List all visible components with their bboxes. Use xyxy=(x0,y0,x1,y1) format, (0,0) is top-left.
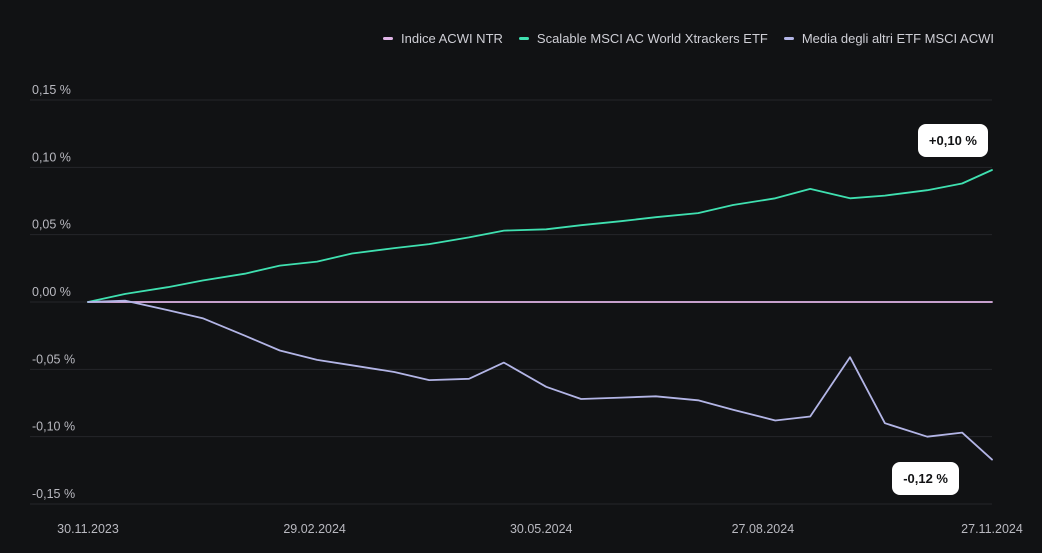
series-line-2 xyxy=(87,299,993,461)
y-tick-label-6: -0,15 % xyxy=(32,487,75,501)
x-tick-label-4: 27.11.2024 xyxy=(961,522,1023,536)
y-tick-label-5: -0,10 % xyxy=(32,420,75,434)
callout-scalable-etf-value: +0,10 % xyxy=(917,124,988,157)
y-tick-label-2: 0,05 % xyxy=(32,218,71,232)
legend-label-index: Indice ACWI NTR xyxy=(401,31,503,46)
x-tick-label-0: 30.11.2023 xyxy=(57,522,119,536)
callout-other-etfs-value: -0,12 % xyxy=(892,462,959,495)
x-tick-label-2: 30.05.2024 xyxy=(510,522,573,536)
legend-item-index[interactable]: Indice ACWI NTR xyxy=(383,31,503,46)
y-tick-label-4: -0,05 % xyxy=(32,352,75,366)
y-tick-label-1: 0,10 % xyxy=(32,150,71,164)
legend-swatch-other-etfs xyxy=(783,37,794,40)
y-tick-label-0: 0,15 % xyxy=(32,83,71,97)
legend-item-scalable-etf[interactable]: Scalable MSCI AC World Xtrackers ETF xyxy=(518,31,768,46)
legend-swatch-index xyxy=(383,37,394,40)
series-line-1 xyxy=(87,169,993,303)
x-tick-label-1: 29.02.2024 xyxy=(283,522,346,536)
legend-label-scalable-etf: Scalable MSCI AC World Xtrackers ETF xyxy=(536,31,768,46)
legend-item-other-etfs[interactable]: Media degli altri ETF MSCI ACWI xyxy=(783,31,994,46)
chart-legend: Indice ACWI NTR Scalable MSCI AC World X… xyxy=(383,31,994,46)
legend-label-other-etfs: Media degli altri ETF MSCI ACWI xyxy=(801,31,994,46)
legend-swatch-scalable-etf xyxy=(518,37,529,40)
y-tick-label-3: 0,00 % xyxy=(32,285,71,299)
x-tick-label-3: 27.08.2024 xyxy=(732,522,795,536)
